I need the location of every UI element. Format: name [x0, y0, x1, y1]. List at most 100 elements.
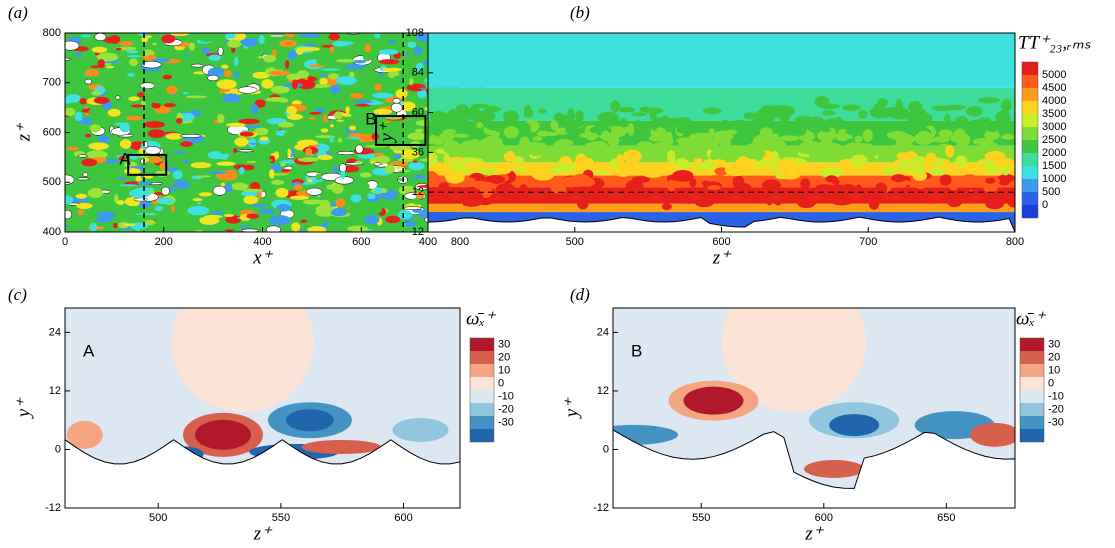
colorbar-swatch: [470, 351, 494, 364]
colorbar-swatch: [470, 338, 494, 351]
field-blob: [322, 114, 329, 123]
wall: [613, 429, 1015, 508]
field-blob: [172, 170, 183, 180]
field-band: [428, 187, 1015, 204]
field-blob: [962, 191, 980, 202]
y-tick-label: 12: [412, 186, 424, 198]
field-blob: [198, 192, 213, 197]
field-blob: [374, 83, 382, 91]
field-blob: [862, 129, 873, 142]
field-blob: [159, 162, 167, 171]
field-blob: [328, 73, 340, 80]
colorbar-swatch: [470, 403, 494, 416]
field-blob: [313, 37, 335, 41]
field-blob: [223, 70, 232, 78]
field-blob: [329, 46, 334, 54]
field-blob: [406, 83, 427, 92]
field-blob: [244, 125, 263, 128]
y-tick-label: 84: [412, 67, 424, 79]
field-blob: [223, 120, 228, 130]
field-blob: [985, 168, 998, 176]
field-blob: [350, 194, 362, 203]
colorbar-swatch: [1020, 338, 1044, 351]
field-blob: [658, 190, 667, 204]
field-blob: [180, 134, 202, 138]
field-blob: [564, 123, 577, 134]
field-blob: [443, 171, 464, 179]
field-blob: [145, 35, 152, 39]
field-blob: [354, 160, 364, 164]
x-axis-label: z⁺: [253, 523, 273, 544]
field-blob: [65, 57, 72, 61]
field-blob: [890, 174, 907, 183]
field-blob: [916, 162, 925, 176]
field-blob: [212, 210, 224, 216]
field-blob: [985, 177, 996, 184]
field-blob: [1002, 198, 1015, 203]
field-blob: [905, 190, 920, 201]
field-blob: [363, 183, 370, 190]
field-blob: [76, 195, 84, 199]
field-blob: [638, 192, 652, 202]
field-blob: [156, 197, 174, 205]
colorbar-swatch: [470, 364, 494, 377]
field-blob: [364, 214, 380, 225]
colorbar-swatch: [1022, 166, 1038, 179]
field-blob: [302, 199, 324, 205]
field-blob: [621, 191, 634, 199]
field-blob: [388, 39, 397, 44]
field-blob: [335, 76, 357, 85]
field-blob: [448, 119, 455, 132]
colorbar-tick-label: -30: [498, 416, 514, 428]
field-blob: [119, 139, 132, 149]
field-blob: [342, 165, 360, 173]
field-blob: [285, 60, 290, 69]
field-blob: [130, 104, 144, 108]
field-blob: [81, 158, 98, 167]
field-blob: [750, 117, 765, 130]
box-a: [127, 153, 168, 176]
field-blob: [909, 156, 927, 164]
field-blob: [219, 147, 231, 155]
field-blob: [88, 108, 99, 115]
field-blob: [829, 414, 880, 437]
field-blob: [914, 132, 934, 146]
field-blob: [331, 183, 344, 194]
field-blob: [550, 119, 559, 131]
field-blob: [354, 33, 373, 41]
field-blob: [307, 144, 320, 148]
field-blob: [114, 194, 119, 204]
field-blob: [151, 101, 161, 109]
field-blob: [185, 95, 208, 99]
x-tick-label: 600: [712, 236, 730, 248]
field-blob: [176, 117, 183, 124]
field-blob: [374, 152, 385, 157]
colorbar-swatch: [1022, 140, 1038, 153]
field-blob: [337, 138, 343, 143]
y-tick-label: 500: [43, 176, 61, 188]
field-blob: [249, 181, 261, 191]
field-blob: [340, 170, 346, 179]
field-blob: [241, 164, 255, 171]
colorbar-swatch: [470, 416, 494, 429]
field-blob: [118, 184, 138, 187]
colorbar-swatch: [470, 429, 494, 442]
x-tick-label: 550: [272, 512, 290, 524]
field-blob: [297, 157, 319, 162]
field-blob: [320, 68, 341, 71]
field-blob: [315, 204, 334, 213]
field-blob: [967, 120, 978, 133]
field-blob: [796, 194, 817, 209]
field-blob: [241, 188, 263, 192]
field-blob: [237, 149, 254, 153]
field-blob: [955, 133, 971, 147]
field-blob: [269, 168, 275, 179]
field-blob: [821, 110, 836, 116]
field-blob: [126, 206, 144, 211]
field-blob: [66, 420, 103, 449]
y-axis-label: z⁺: [13, 122, 34, 142]
field-blob: [291, 100, 302, 106]
field-blob: [428, 171, 439, 185]
field-blob: [161, 186, 170, 196]
y-tick-label: 800: [43, 27, 61, 39]
